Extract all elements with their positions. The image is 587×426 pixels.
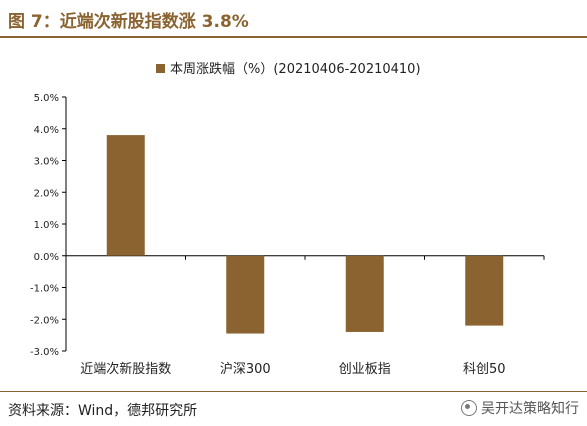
watermark: 吴开达策略知行 (461, 398, 579, 418)
wechat-icon (461, 400, 477, 416)
bar (226, 255, 265, 334)
y-tick-label: 5.0% (34, 93, 59, 104)
x-tick-label: 科创50 (463, 362, 506, 377)
y-tick-label: -2.0% (30, 315, 59, 326)
y-axis: 5.0% 4.0% 3.0% 2.0% 1.0% 0.0% -1.0% -2.0% -3.0% (30, 93, 67, 358)
legend-label: 本周涨跌幅（%）(20210406-20210410) (170, 61, 421, 77)
y-tick-label: 2.0% (34, 188, 59, 199)
y-tick-label: 4.0% (34, 125, 59, 136)
source-rule (0, 391, 587, 392)
bar (106, 135, 145, 256)
y-tick-label: 1.0% (34, 220, 59, 231)
y-tick-label: 3.0% (34, 157, 59, 168)
watermark-label: 吴开达策略知行 (481, 401, 579, 417)
bar (345, 255, 384, 332)
bar (465, 255, 504, 326)
y-tick-label: -3.0% (30, 347, 59, 358)
figure-title: 图 7：近端次新股指数涨 3.8% (8, 12, 249, 32)
source-note: 资料来源：Wind，德邦研究所 (8, 403, 198, 419)
legend-swatch (156, 64, 165, 73)
x-tick-label: 沪深300 (220, 361, 271, 377)
x-tick-label: 近端次新股指数 (80, 361, 171, 377)
x-axis: 近端次新股指数 沪深300 创业板指 科创50 (65, 255, 545, 377)
bars (106, 135, 504, 334)
x-tick-label: 创业板指 (339, 362, 391, 377)
y-tick-label: -1.0% (30, 284, 59, 295)
legend: 本周涨跌幅（%）(20210406-20210410) (156, 61, 421, 77)
bar-chart: 本周涨跌幅（%）(20210406-20210410) 5.0% 4.0% 3.0%… (30, 61, 545, 377)
y-tick-label: 0.0% (34, 252, 59, 263)
title-rule (0, 36, 587, 38)
